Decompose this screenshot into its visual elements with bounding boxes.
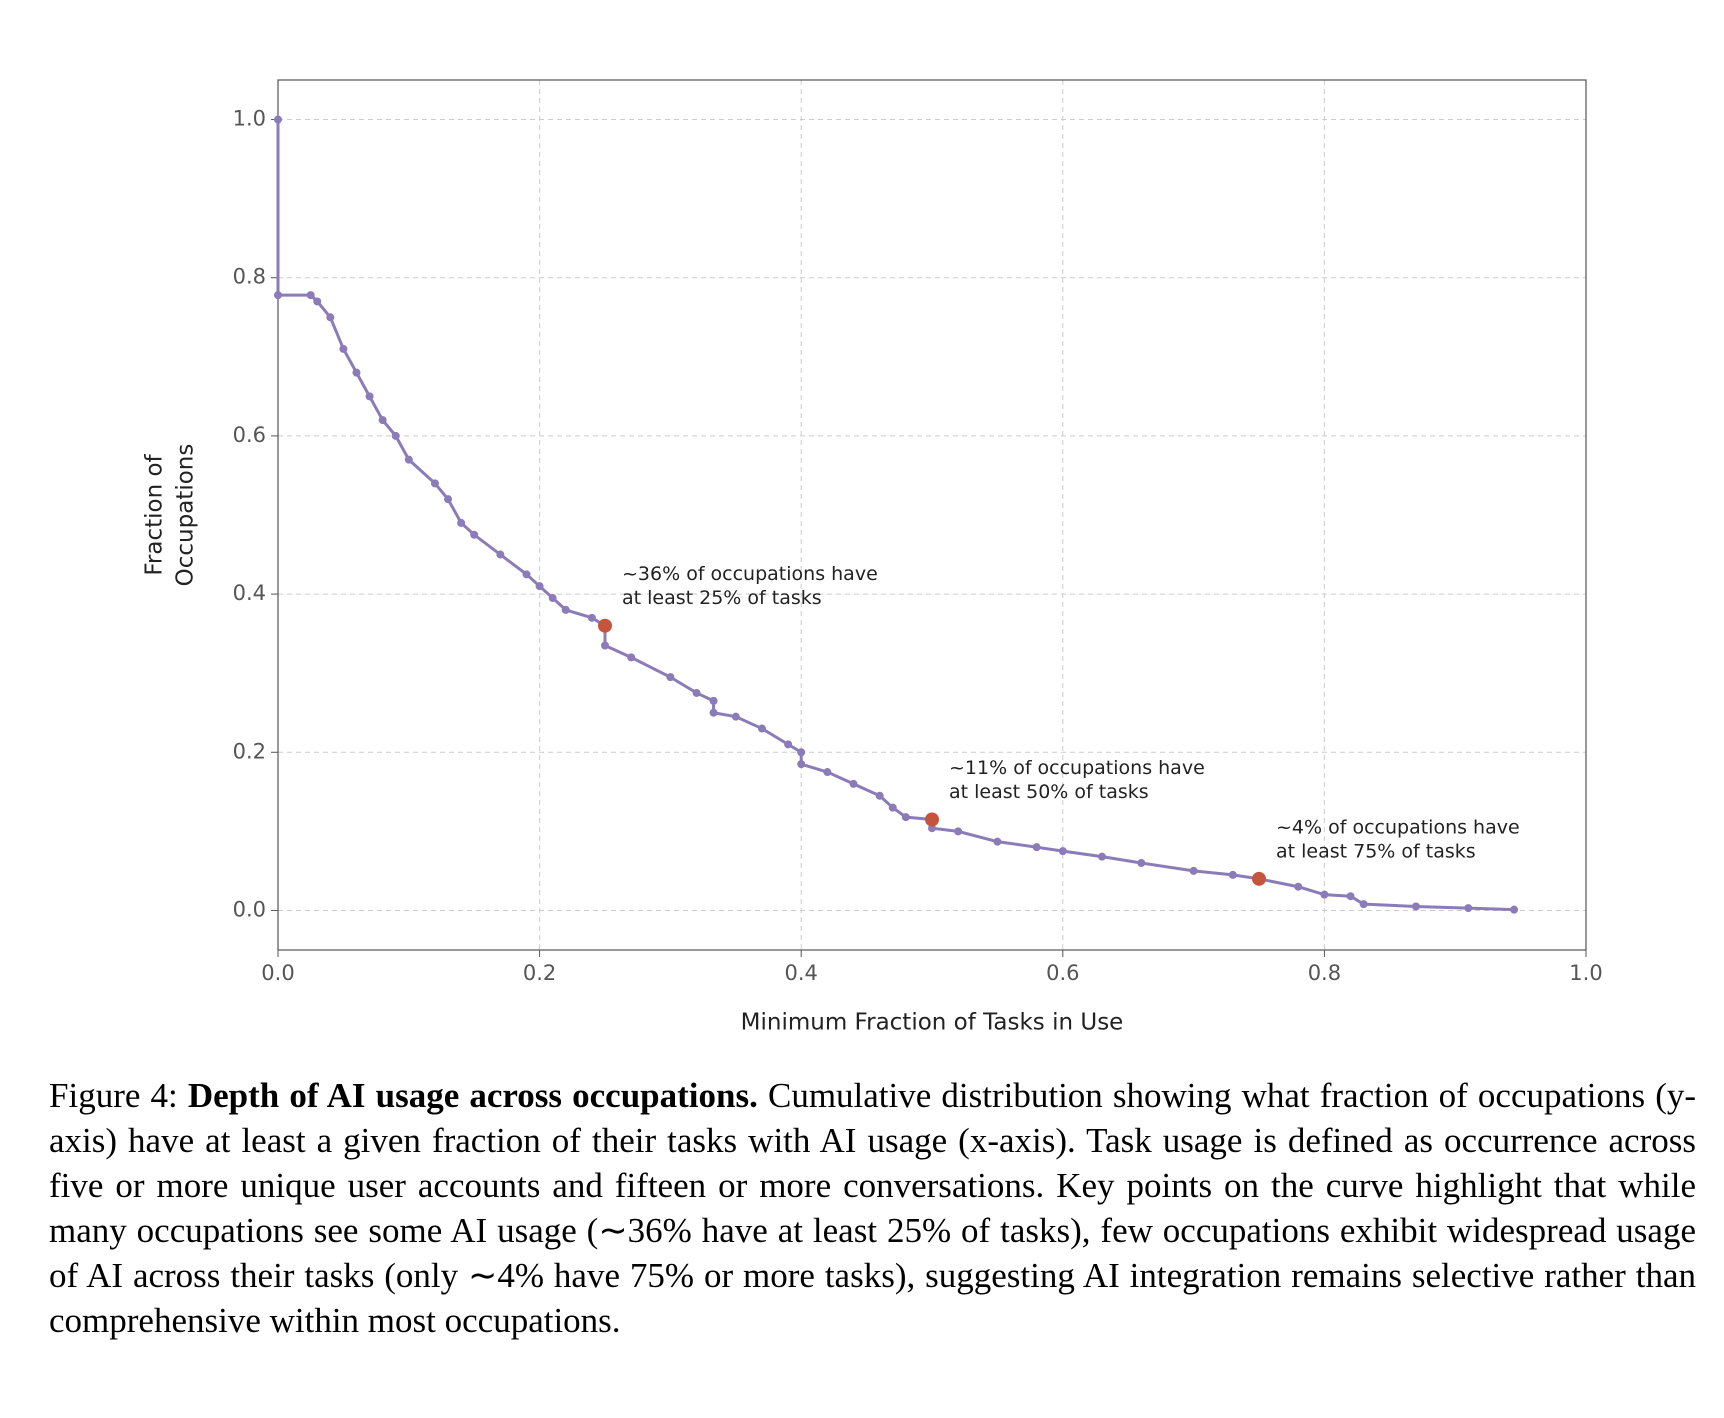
point <box>709 696 718 705</box>
annotation: ~11% of occupations have <box>949 757 1205 779</box>
highlight-point <box>598 618 612 633</box>
point <box>823 768 832 777</box>
point <box>339 344 348 353</box>
point <box>457 518 466 527</box>
point <box>1320 890 1329 899</box>
point <box>306 291 315 300</box>
point <box>587 613 596 622</box>
point <box>313 297 322 306</box>
y-tick-label: 1.0 <box>233 107 266 131</box>
point <box>404 455 413 464</box>
y-tick-label: 0.6 <box>233 423 266 447</box>
point <box>784 740 793 749</box>
x-tick-label: 0.2 <box>523 961 556 985</box>
caption-text: Cumulative distribution showing what fra… <box>49 1076 1697 1340</box>
caption-title: Depth of AI usage across occupations. <box>187 1076 758 1115</box>
x-tick-label: 0.6 <box>1046 961 1079 985</box>
point <box>888 803 897 812</box>
point <box>731 712 740 721</box>
point <box>797 748 806 757</box>
point <box>1510 905 1519 914</box>
y-tick-label: 0.8 <box>233 265 266 289</box>
highlight-point <box>1252 871 1266 886</box>
y-axis-label-line: Occupations <box>173 444 199 587</box>
line <box>276 119 1515 912</box>
annotation: at least 50% of tasks <box>949 781 1149 803</box>
plot-frame <box>277 79 1587 951</box>
point <box>1359 900 1368 909</box>
annotation: ~36% of occupations have <box>622 563 878 585</box>
x-tick-label: 1.0 <box>1569 961 1602 985</box>
point <box>378 416 387 425</box>
point <box>993 837 1002 846</box>
point <box>601 641 609 650</box>
point <box>274 115 282 124</box>
point <box>444 495 453 504</box>
point <box>692 688 701 697</box>
point <box>797 760 806 769</box>
point <box>535 582 544 591</box>
point <box>274 291 282 300</box>
annotation: ~4% of occupations have <box>1276 816 1520 838</box>
point <box>954 827 963 836</box>
point <box>627 653 636 662</box>
x-tick-label: 0.4 <box>784 961 817 985</box>
y-tick-label: 0.2 <box>233 739 266 763</box>
point <box>901 813 910 822</box>
point <box>709 708 718 717</box>
point <box>1411 902 1420 911</box>
point <box>1346 892 1355 901</box>
point <box>470 530 479 539</box>
x-tick-label: 0.0 <box>261 961 294 985</box>
point <box>365 392 374 401</box>
annotation: at least 25% of tasks <box>622 587 822 609</box>
caption-label: Figure 4: <box>49 1076 178 1115</box>
x-tick-label: 0.8 <box>1308 961 1341 985</box>
point <box>1137 859 1146 867</box>
point <box>391 431 400 440</box>
y-axis-label: Fraction of Occupations <box>142 444 199 587</box>
point <box>666 673 675 682</box>
x-axis-label: Minimum Fraction of Tasks in Use <box>741 1010 1124 1036</box>
point <box>352 368 361 377</box>
highlight-point <box>925 812 939 827</box>
point <box>1058 847 1067 856</box>
y-tick-label: 0.0 <box>233 897 266 921</box>
point <box>1228 870 1237 879</box>
point <box>561 605 570 614</box>
point <box>1032 843 1041 852</box>
chart: Minimum Fraction of Tasks in Use Fractio… <box>142 79 1603 1036</box>
caption: Figure 4: Depth of AI usage across occup… <box>49 1073 1696 1343</box>
point <box>1098 852 1107 861</box>
point <box>496 550 505 559</box>
point <box>875 791 884 800</box>
y-axis-label-line: Fraction of <box>142 453 168 575</box>
point <box>548 594 557 603</box>
point <box>326 313 335 322</box>
point <box>522 570 531 579</box>
point <box>849 779 858 788</box>
point <box>430 479 439 488</box>
point <box>1189 866 1198 875</box>
point <box>1464 904 1473 913</box>
point <box>757 724 766 733</box>
point <box>1294 882 1303 891</box>
y-tick-label: 0.4 <box>233 581 266 605</box>
annotation: at least 75% of tasks <box>1276 840 1476 862</box>
